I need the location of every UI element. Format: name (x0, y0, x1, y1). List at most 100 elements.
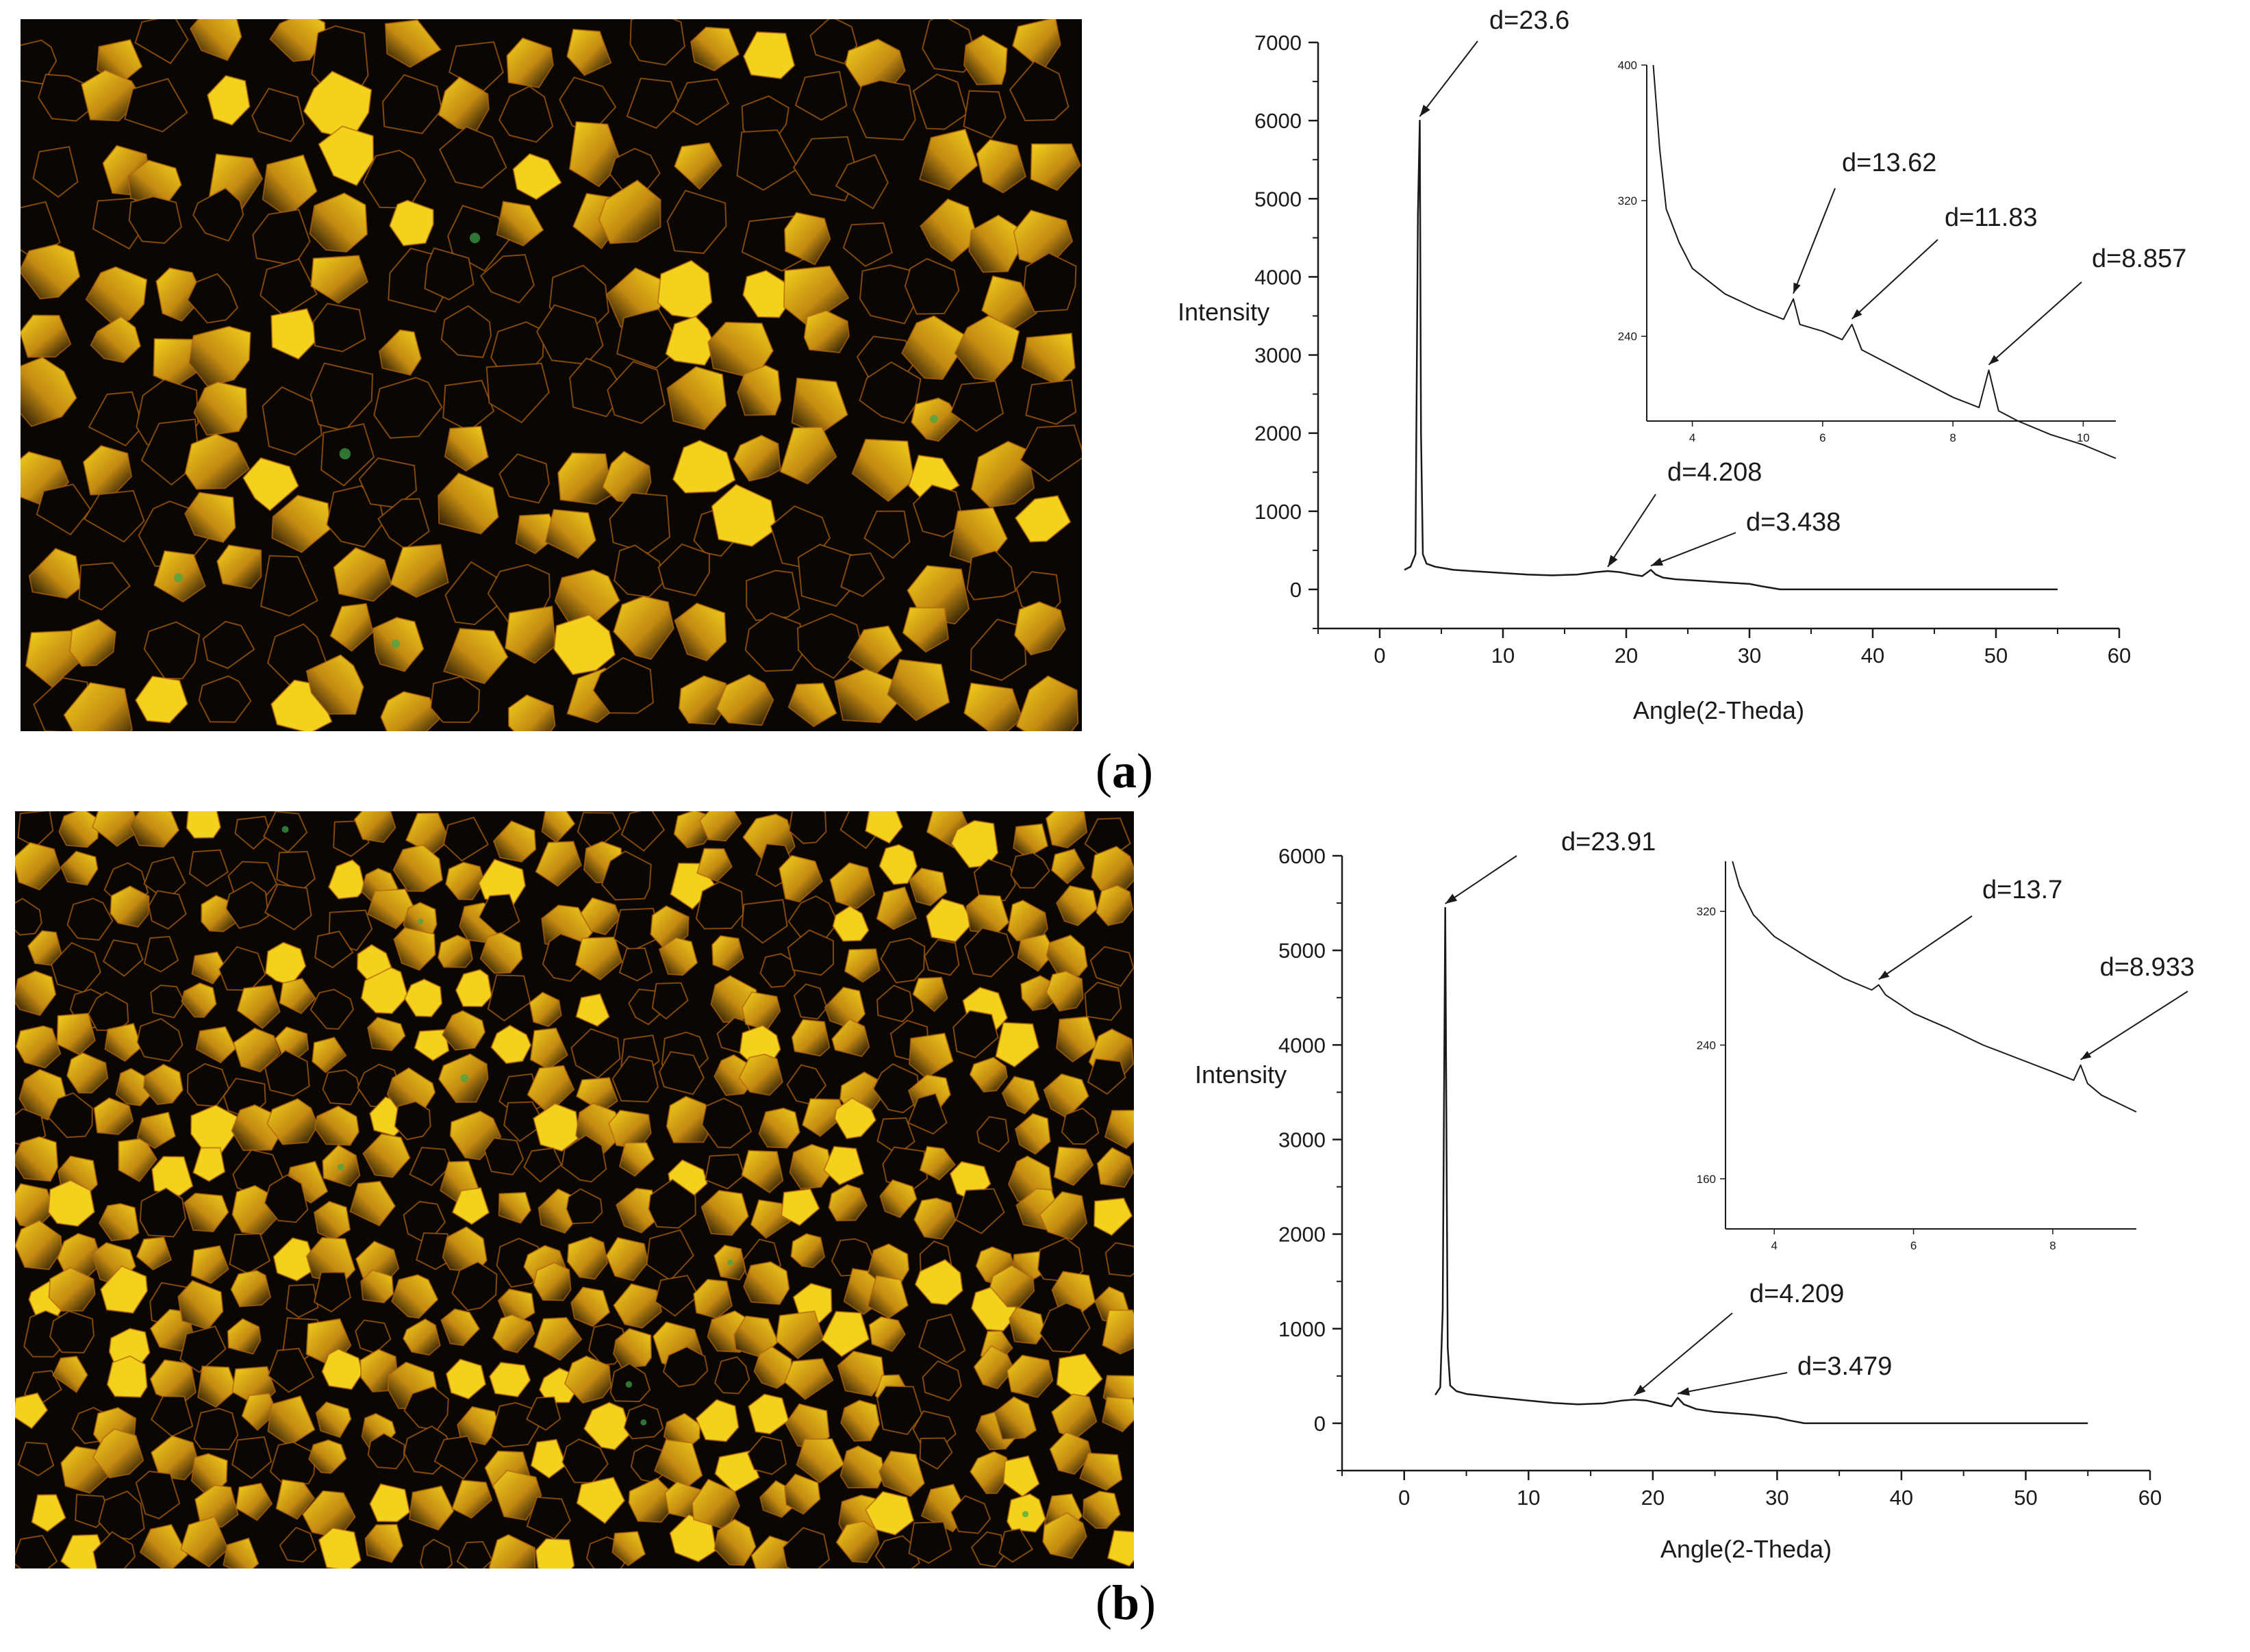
micro-b-grain (409, 1485, 455, 1531)
micro-a-grain (21, 39, 58, 85)
micro-b-grain (441, 1010, 486, 1051)
micro-b-grain (93, 1097, 134, 1135)
micro-b-grain (364, 1523, 404, 1563)
micro-b-grain (801, 1097, 846, 1137)
micro-b-grain (1014, 1113, 1051, 1155)
inset-annotation-arrow (1793, 188, 1836, 294)
micro-b-grain (136, 1236, 173, 1271)
micro-a-grain (384, 19, 442, 68)
annotation-arrow (1677, 1372, 1788, 1395)
micro-b-grain (741, 1149, 784, 1193)
micro-b-grain (698, 811, 742, 842)
micro-a-green-spot (929, 414, 939, 423)
micro-b-grain (234, 815, 271, 850)
micro-a-grain (922, 19, 978, 73)
micro-b-grain (367, 1017, 406, 1052)
micro-b-grain (876, 984, 914, 1023)
micro-b-grain (227, 1318, 262, 1355)
y-axis-label-b: Intensity (1195, 1060, 1287, 1089)
micro-a-grain (184, 492, 236, 544)
inset-annotation-label: d=8.933 (2100, 953, 2195, 982)
micro-b-grain (192, 1147, 226, 1182)
micro-a-grain (380, 691, 440, 731)
inset-annotation-arrowhead (1851, 309, 1862, 319)
micro-b-grain (1045, 970, 1084, 1012)
y-tick-label: 4000 (1278, 1033, 1326, 1057)
micro-b-grain (360, 1269, 394, 1304)
micro-b-grain (15, 1219, 63, 1271)
micro-b-grain (503, 1101, 546, 1143)
annotation-label: d=4.208 (1667, 458, 1762, 487)
micro-b-grain (912, 976, 948, 1013)
micro-a-grain (1023, 252, 1077, 313)
micro-b-grain (713, 1518, 757, 1566)
micro-b-grain (738, 1053, 783, 1096)
micro-a-grain (242, 457, 299, 511)
micro-b-grain (135, 1471, 181, 1520)
micro-a-grain (36, 483, 92, 536)
micro-a-grain (1020, 424, 1082, 483)
micro-b-grain (451, 1186, 490, 1225)
micro-b-grain (186, 811, 222, 839)
xrd-series-line-a (1404, 119, 2058, 591)
micro-b-texture (15, 811, 1134, 1568)
micro-b-grain (925, 898, 974, 943)
micro-a-grain (216, 544, 262, 589)
micro-b-grain (1079, 1452, 1123, 1491)
micro-a-grain (512, 153, 562, 201)
micro-a-grain (626, 77, 681, 129)
micro-b-grain (445, 861, 485, 900)
micro-a-grain (188, 325, 251, 387)
inset-x-tick-label: 10 (2077, 431, 2090, 444)
micro-a-grain (919, 128, 978, 191)
micro-a-grain (90, 316, 142, 364)
micro-a-grain (390, 544, 449, 598)
micro-b-grain (15, 1392, 49, 1429)
micro-b-green-spot (417, 918, 424, 925)
inset-x-tick-label: 4 (1771, 1239, 1777, 1252)
micro-b-grain (129, 811, 180, 848)
micro-b-grain (440, 1308, 481, 1347)
y-tick-label: 3000 (1278, 1128, 1326, 1152)
micro-b-grain (868, 1316, 906, 1352)
micro-b-grain (92, 1428, 144, 1479)
micro-a-green-spot (391, 639, 401, 648)
micro-a-grain (963, 90, 1007, 139)
micrograph-image-a (21, 19, 1082, 731)
micro-b-grain (394, 1100, 431, 1141)
micro-b-grain (197, 1365, 238, 1408)
micro-b-grain (92, 1531, 136, 1568)
micro-b-grain (758, 1107, 800, 1149)
inset-annotation-arrow (2080, 991, 2188, 1060)
micro-b-grain (312, 1037, 347, 1073)
micro-a-grain (312, 303, 366, 353)
micro-b-grain (1053, 1146, 1094, 1186)
micro-b-grain (976, 1116, 1010, 1153)
micro-b-grain (195, 1026, 237, 1064)
x-tick-label: 0 (1398, 1486, 1410, 1510)
micro-a-grain (847, 625, 903, 676)
micro-b-grain (150, 984, 186, 1019)
micro-b-grain (279, 978, 316, 1015)
micro-b-grain (179, 1515, 229, 1568)
micro-a-grain (672, 78, 730, 126)
micro-b-grain (963, 927, 1014, 978)
micro-b-grain (618, 1142, 655, 1178)
micro-a-grain (442, 628, 509, 685)
micro-b-grain (922, 1360, 962, 1401)
micro-b-grain (533, 1262, 572, 1301)
micro-a-grain (678, 675, 728, 725)
micro-b-grain (876, 886, 917, 930)
micro-a-grain (1011, 19, 1061, 71)
micro-b-grain (49, 1310, 95, 1354)
panel-label-b: (b) (1096, 1575, 1156, 1630)
micro-b-grain (492, 820, 537, 863)
micro-b-grain (15, 841, 61, 891)
micro-b-grain (1001, 1076, 1040, 1115)
micro-b-grain (879, 1179, 918, 1219)
micro-a-grain (672, 440, 736, 494)
micro-b-grain (315, 1401, 352, 1438)
micro-a-grain (970, 440, 1035, 508)
micro-a-grain (742, 31, 796, 79)
micro-b-grain (98, 1490, 145, 1540)
